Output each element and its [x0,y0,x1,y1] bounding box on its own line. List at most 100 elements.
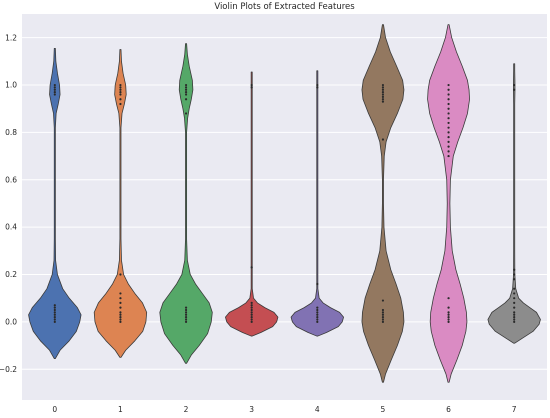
data-point [53,316,56,319]
data-point [447,140,450,143]
data-point [250,86,253,89]
data-point [250,311,253,314]
data-point [250,316,253,319]
violin-7 [487,63,541,344]
data-point [513,318,516,321]
y-tick-label: 0.4 [5,223,17,232]
data-point [513,311,516,314]
data-point [184,98,188,101]
x-tick-label: 5 [381,405,386,414]
data-point [447,121,450,125]
data-point [119,91,122,94]
x-tick-label: 2 [184,405,189,414]
data-point [447,154,450,158]
data-point [513,306,516,309]
y-axis: −0.2 0.0 0.2 0.4 0.6 0.8 1.0 1.2 [0,33,17,374]
data-point [184,112,188,115]
data-point [447,316,450,319]
data-point [513,287,516,290]
x-tick-label: 0 [52,405,57,414]
chart-title: Violin Plots of Extracted Features [214,2,355,12]
data-point [119,292,122,295]
data-point [513,83,516,87]
data-point [447,102,450,106]
data-point [119,86,122,89]
data-point [250,306,253,309]
data-point [250,318,253,321]
data-point [53,83,56,87]
x-axis: 0 1 2 3 4 5 6 7 [52,405,516,414]
data-point [119,83,122,87]
x-tick-label: 1 [118,405,123,414]
data-point [119,297,122,300]
data-point [119,93,122,96]
data-point [381,95,385,98]
data-point [316,282,319,286]
violin-3 [225,71,279,337]
plot-area [22,14,547,400]
violin-body [427,24,470,383]
data-point [250,266,253,269]
data-point [513,268,516,271]
data-point [513,316,516,319]
data-point [381,311,385,314]
violin-4 [290,70,344,337]
y-tick-label: 0.8 [5,128,17,137]
data-point [184,318,188,321]
data-point [447,88,450,91]
data-point [381,299,385,302]
violin-1 [93,49,148,358]
violin-0 [28,47,82,359]
data-point [184,91,188,94]
data-point [250,320,253,323]
data-point [447,112,450,115]
data-point [447,297,450,300]
violin-body [361,24,405,383]
data-point [184,83,188,87]
y-tick-label: 0.0 [5,317,17,326]
data-point [316,311,319,314]
data-point [53,88,56,91]
data-point [513,301,516,305]
y-tick-label: 1.0 [5,81,17,90]
data-point [381,88,385,91]
data-point [250,313,253,316]
data-point [447,320,450,323]
data-point [119,313,122,316]
data-point [119,318,122,321]
y-tick-label: −0.2 [0,365,17,374]
data-point [250,301,253,305]
data-point [447,117,450,120]
y-tick-label: 1.2 [5,33,17,42]
data-point [513,320,516,323]
data-point [316,83,319,87]
violin-body [93,49,148,358]
y-tick-label: 0.2 [5,270,17,279]
data-point [381,138,385,141]
data-point [119,306,122,309]
violin-body [28,47,82,359]
data-point [513,88,516,91]
violin-6 [427,24,470,383]
data-point [513,313,516,316]
violin-5 [361,24,405,383]
data-point [447,313,450,316]
data-point [316,316,319,319]
data-point [316,318,319,321]
data-point [184,93,188,96]
data-point [119,320,122,323]
data-point [447,318,450,321]
violin-body [487,63,541,344]
data-point [381,318,385,321]
data-point [53,308,56,312]
data-point [53,306,56,309]
data-point [53,86,56,89]
data-point [381,86,385,89]
data-point [316,320,319,323]
data-point [184,316,188,319]
data-point [447,150,450,153]
data-point [119,273,122,276]
x-tick-label: 6 [446,405,451,414]
violins [28,24,541,383]
